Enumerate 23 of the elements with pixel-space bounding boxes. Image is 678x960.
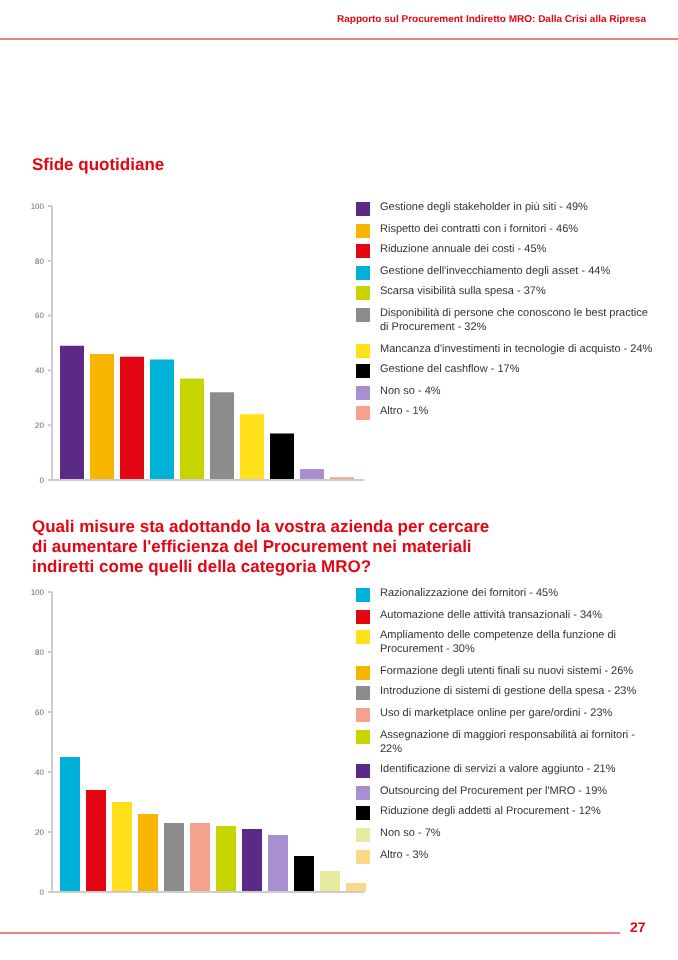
chart-title: Sfide quotidiane bbox=[32, 154, 167, 174]
bar bbox=[268, 835, 288, 892]
chart-title: Quali misure sta adottando la vostra azienda per cercare di aumentare l'efficienza del Procurement nei materiali indiretti come quelli della categoria MRO? bbox=[32, 516, 492, 576]
bar bbox=[320, 871, 340, 892]
bar bbox=[346, 883, 366, 892]
bar bbox=[300, 469, 324, 480]
bar bbox=[242, 829, 262, 892]
bar bbox=[60, 345, 84, 480]
bar bbox=[270, 433, 294, 480]
bar bbox=[190, 823, 210, 892]
bar bbox=[294, 856, 314, 892]
bar bbox=[112, 802, 132, 892]
bar bbox=[164, 823, 184, 892]
bar bbox=[90, 353, 114, 480]
bar bbox=[60, 757, 80, 892]
bar bbox=[210, 392, 234, 480]
bar bbox=[150, 359, 174, 480]
bar bbox=[240, 414, 264, 480]
bar bbox=[86, 790, 106, 892]
bar bbox=[180, 378, 204, 480]
bar bbox=[120, 356, 144, 480]
bar bbox=[138, 814, 158, 892]
bar bbox=[216, 826, 236, 892]
